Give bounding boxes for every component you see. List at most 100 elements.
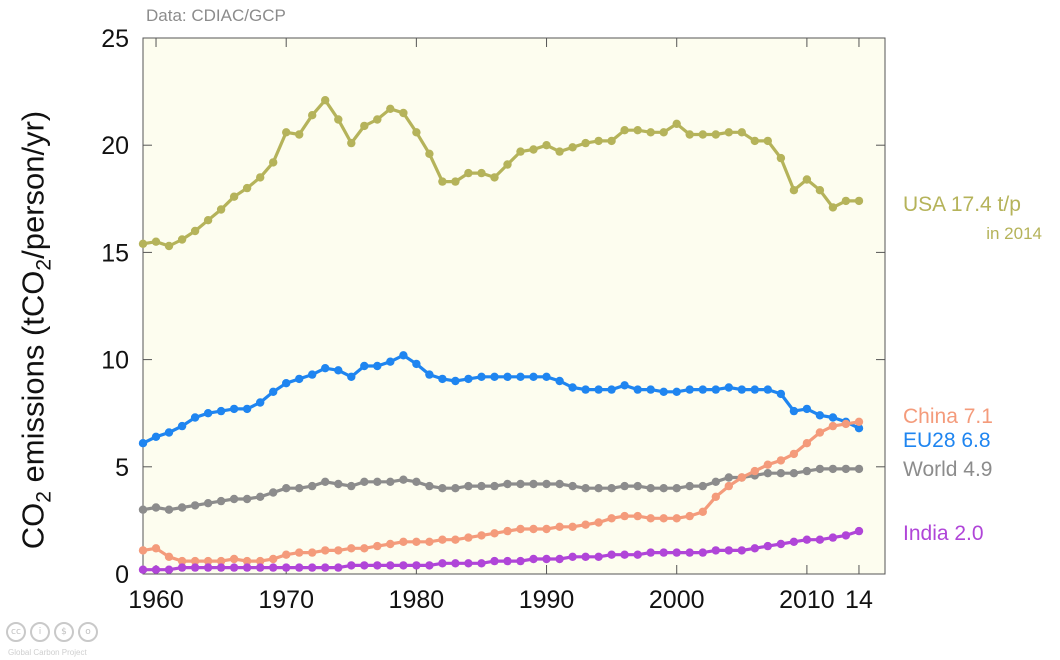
data-point-eu28 <box>724 383 733 392</box>
data-point-china <box>633 511 642 521</box>
data-point-eu28 <box>242 404 252 414</box>
data-point-eu28 <box>229 404 239 414</box>
data-point-india <box>490 556 499 566</box>
data-point-world <box>282 484 291 493</box>
data-point-world <box>724 473 733 482</box>
data-point-eu28 <box>737 385 746 394</box>
data-point-china <box>321 546 330 555</box>
data-point-eu28 <box>177 421 187 431</box>
data-point-india <box>841 531 851 540</box>
data-point-usa <box>477 168 486 178</box>
data-point-eu28 <box>568 383 577 392</box>
data-point-eu28 <box>308 370 317 379</box>
data-point-china <box>360 544 369 553</box>
data-point-world <box>555 479 564 489</box>
data-point-eu28 <box>516 372 525 381</box>
data-point-china <box>203 556 213 566</box>
data-point-china <box>724 481 733 491</box>
data-point-india <box>151 565 161 574</box>
gcp-footer-text: Global Carbon Project <box>8 648 87 657</box>
data-point-china <box>763 460 772 469</box>
data-point-china <box>516 524 525 534</box>
data-point-world <box>646 484 655 493</box>
data-point-india <box>776 539 786 549</box>
data-point-china <box>542 524 551 534</box>
data-point-world <box>164 505 174 514</box>
data-point-china <box>503 526 512 536</box>
data-point-eu28 <box>269 387 278 396</box>
data-point-india <box>555 554 564 564</box>
data-point-usa <box>685 130 694 139</box>
data-point-india <box>177 563 187 572</box>
data-point-world <box>659 484 668 493</box>
data-point-eu28 <box>412 359 421 369</box>
data-point-china <box>620 511 629 521</box>
data-point-eu28 <box>503 372 512 381</box>
data-point-world <box>529 479 538 489</box>
x-tick-label: 2010 <box>779 586 835 614</box>
data-point-eu28 <box>555 376 564 386</box>
data-point-china <box>438 535 447 544</box>
data-point-world <box>347 481 356 491</box>
data-point-india <box>633 550 642 559</box>
data-point-eu28 <box>815 411 825 420</box>
data-point-china <box>399 537 408 546</box>
data-point-china <box>347 544 356 553</box>
data-point-usa <box>347 138 356 148</box>
data-point-usa <box>568 143 577 152</box>
data-point-eu28 <box>789 406 799 416</box>
data-point-world <box>477 481 486 491</box>
data-point-eu28 <box>334 366 343 375</box>
data-point-india <box>529 554 538 564</box>
data-point-eu28 <box>529 372 538 381</box>
data-point-usa <box>360 121 369 131</box>
y-tick-label: 5 <box>115 454 129 482</box>
data-point-china <box>555 522 564 531</box>
data-point-india <box>282 563 291 572</box>
data-point-india <box>451 559 460 568</box>
data-point-world <box>451 484 460 493</box>
data-point-china <box>698 507 707 516</box>
data-point-world <box>633 481 642 491</box>
data-point-usa <box>828 203 838 212</box>
data-point-usa <box>594 136 603 146</box>
data-point-world <box>425 481 434 491</box>
data-point-usa <box>555 147 564 156</box>
data-point-china <box>373 541 382 551</box>
data-point-china <box>529 524 538 534</box>
data-point-world <box>815 464 825 474</box>
data-point-india <box>308 563 317 572</box>
data-point-china <box>269 554 278 564</box>
data-point-china <box>386 539 395 549</box>
data-point-india <box>216 563 226 572</box>
data-point-india <box>295 563 304 572</box>
data-point-china <box>177 556 187 566</box>
data-point-usa <box>138 239 148 248</box>
data-point-eu28 <box>581 385 590 394</box>
data-point-usa <box>750 136 759 146</box>
data-point-india <box>516 556 525 566</box>
data-point-usa <box>620 126 629 135</box>
y-tick-label: 10 <box>101 347 129 375</box>
data-point-eu28 <box>464 374 473 384</box>
data-point-eu28 <box>216 406 226 416</box>
data-point-world <box>177 503 187 512</box>
data-point-china <box>581 520 590 529</box>
data-point-india <box>190 563 200 572</box>
data-point-usa <box>412 128 421 137</box>
data-point-eu28 <box>321 364 330 373</box>
data-point-world <box>321 477 330 486</box>
data-point-china <box>776 456 786 465</box>
data-point-china <box>737 473 746 482</box>
data-point-usa <box>776 153 786 163</box>
data-point-eu28 <box>138 439 148 448</box>
x-tick-label: 2000 <box>649 586 705 614</box>
data-point-india <box>412 561 421 570</box>
cc-icon: cc <box>6 622 26 642</box>
data-point-world <box>607 484 616 493</box>
data-point-eu28 <box>854 424 864 433</box>
data-point-eu28 <box>828 413 838 422</box>
data-point-china <box>711 492 720 501</box>
data-point-eu28 <box>477 372 486 381</box>
data-point-india <box>737 546 746 555</box>
